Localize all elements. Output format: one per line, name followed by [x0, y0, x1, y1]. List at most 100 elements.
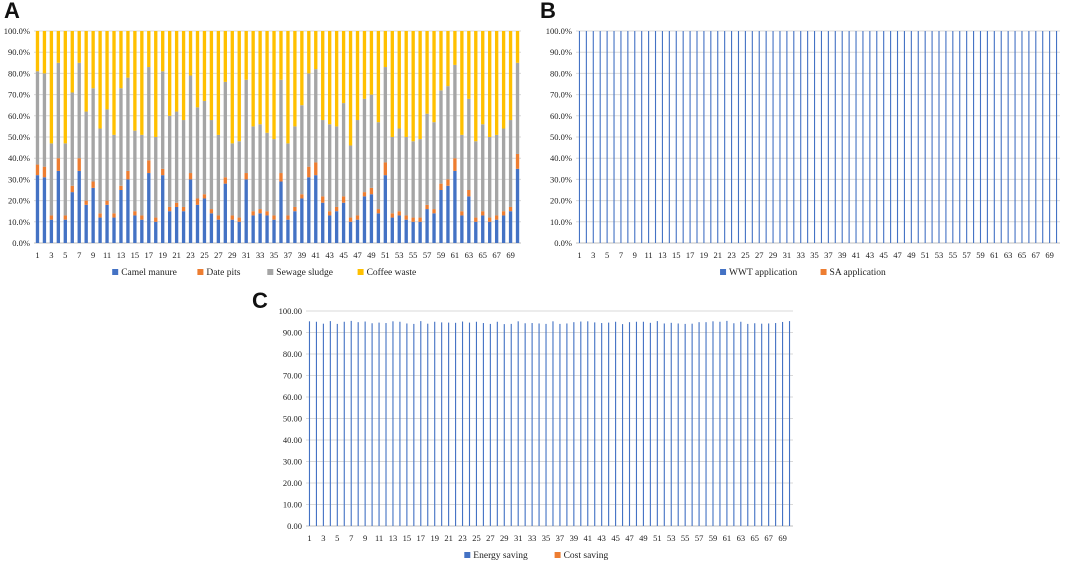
bar-date-pits-14 [126, 170, 130, 180]
x-tick-label: 11 [103, 250, 111, 260]
bar-date-pits-21 [174, 202, 179, 207]
y-tick-label: 10.0% [550, 217, 572, 227]
x-tick-label: 39 [570, 533, 579, 543]
x-tick-label: 17 [417, 533, 426, 543]
x-tick-label: 61 [451, 250, 460, 260]
x-tick-label: 43 [597, 533, 606, 543]
bar-date-pits-63 [467, 190, 471, 197]
bar-coffee-waste-49 [369, 31, 374, 95]
bar-energy-saving-60 [719, 321, 721, 526]
bar-energy-saving-4 [329, 321, 331, 526]
y-tick-label: 90.0% [550, 47, 572, 57]
bar-date-pits-20 [167, 206, 172, 212]
bar-sewage-sludge-60 [446, 86, 450, 180]
x-tick-label: 13 [389, 533, 398, 543]
bar-energy-saving-7 [350, 320, 352, 526]
bar-coffee-waste-26 [209, 31, 214, 121]
bar-date-pits-8 [84, 200, 88, 205]
bar-date-pits-56 [418, 217, 422, 222]
bar-date-pits-51 [383, 162, 388, 176]
bar-sewage-sludge-57 [425, 113, 429, 205]
bar-sewage-sludge-49 [369, 94, 374, 188]
bar-wwt-application-56 [959, 31, 961, 243]
x-tick-label: 3 [591, 250, 595, 260]
bar-camel-manure-54 [404, 219, 408, 243]
bar-sewage-sludge-19 [161, 71, 165, 169]
bar-sewage-sludge-50 [376, 122, 381, 210]
bar-camel-manure-21 [174, 206, 179, 243]
bar-energy-saving-2 [315, 321, 317, 526]
bar-date-pits-23 [188, 173, 193, 180]
x-tick-label: 29 [228, 250, 237, 260]
bar-coffee-waste-12 [112, 31, 116, 135]
bar-date-pits-9 [91, 181, 95, 188]
bar-energy-saving-46 [621, 324, 624, 526]
bar-date-pits-10 [98, 213, 102, 218]
bar-camel-manure-43 [328, 215, 332, 243]
bar-sewage-sludge-21 [174, 111, 179, 203]
x-tick-label: 63 [737, 533, 746, 543]
legend-label: Date pits [206, 268, 240, 278]
bar-coffee-waste-23 [188, 31, 193, 76]
bar-sewage-sludge-38 [293, 126, 297, 207]
x-tick-label: 19 [700, 250, 709, 260]
bar-date-pits-27 [216, 215, 221, 220]
bar-energy-saving-24 [468, 322, 471, 526]
bar-wwt-application-25 [744, 31, 746, 243]
bar-wwt-application-47 [896, 31, 899, 243]
x-tick-label: 55 [681, 533, 690, 543]
x-tick-label: 7 [349, 533, 353, 543]
bar-coffee-waste-15 [133, 31, 137, 131]
bar-wwt-application-69 [1049, 31, 1051, 243]
bar-date-pits-35 [272, 215, 276, 220]
legend-label: Coffee waste [367, 267, 417, 278]
bar-energy-saving-29 [503, 324, 505, 526]
x-tick-label: 33 [256, 250, 265, 260]
x-tick-label: 23 [458, 533, 467, 543]
bar-wwt-application-27 [758, 31, 760, 243]
bar-date-pits-28 [223, 177, 227, 184]
bar-coffee-waste-27 [216, 31, 221, 135]
bar-wwt-application-59 [979, 31, 982, 243]
bar-energy-saving-34 [538, 323, 540, 526]
bar-camel-manure-36 [279, 181, 283, 243]
bar-camel-manure-51 [383, 175, 388, 243]
x-tick-label: 33 [528, 533, 537, 543]
bar-camel-manure-39 [300, 198, 304, 243]
y-tick-label: 100.00 [279, 306, 302, 316]
x-tick-label: 17 [145, 250, 154, 260]
bar-wwt-application-60 [986, 31, 988, 243]
bar-sewage-sludge-48 [362, 98, 367, 193]
bar-coffee-waste-38 [293, 31, 297, 127]
bar-wwt-application-28 [765, 31, 767, 243]
legend-swatch-sewage-sludge [267, 269, 274, 275]
bar-camel-manure-25 [202, 198, 207, 243]
bar-energy-saving-54 [677, 323, 679, 526]
bar-coffee-waste-32 [251, 31, 255, 127]
bar-camel-manure-68 [501, 215, 506, 243]
y-tick-label: 50.0% [8, 132, 30, 142]
bar-camel-manure-28 [223, 183, 227, 243]
chart-a-svg: 0.0% 10.0% 20.0% 30.0% 40.0% 50.0% 60.0% 70.0% 8… [4, 26, 521, 278]
bar-date-pits-40 [307, 166, 311, 178]
bar-coffee-waste-52 [390, 31, 394, 137]
bar-wwt-application-8 [627, 31, 629, 243]
bar-date-pits-49 [369, 187, 374, 195]
bar-energy-saving-6 [343, 321, 345, 526]
bar-energy-saving-27 [489, 323, 491, 526]
bar-coffee-waste-30 [237, 31, 241, 142]
bar-coffee-waste-1 [35, 31, 40, 72]
bar-date-pits-44 [334, 206, 339, 212]
bar-camel-manure-40 [307, 177, 311, 243]
bar-sewage-sludge-36 [279, 79, 283, 174]
bar-date-pits-43 [328, 211, 332, 216]
bar-wwt-application-11 [648, 31, 650, 243]
bar-wwt-application-42 [862, 31, 864, 243]
bar-energy-saving-31 [517, 321, 519, 526]
bar-coffee-waste-2 [42, 31, 47, 74]
bar-sewage-sludge-65 [481, 124, 485, 212]
bar-camel-manure-46 [348, 221, 353, 243]
bar-energy-saving-69 [782, 321, 784, 526]
bar-coffee-waste-60 [446, 31, 450, 87]
bar-camel-manure-8 [84, 204, 88, 243]
